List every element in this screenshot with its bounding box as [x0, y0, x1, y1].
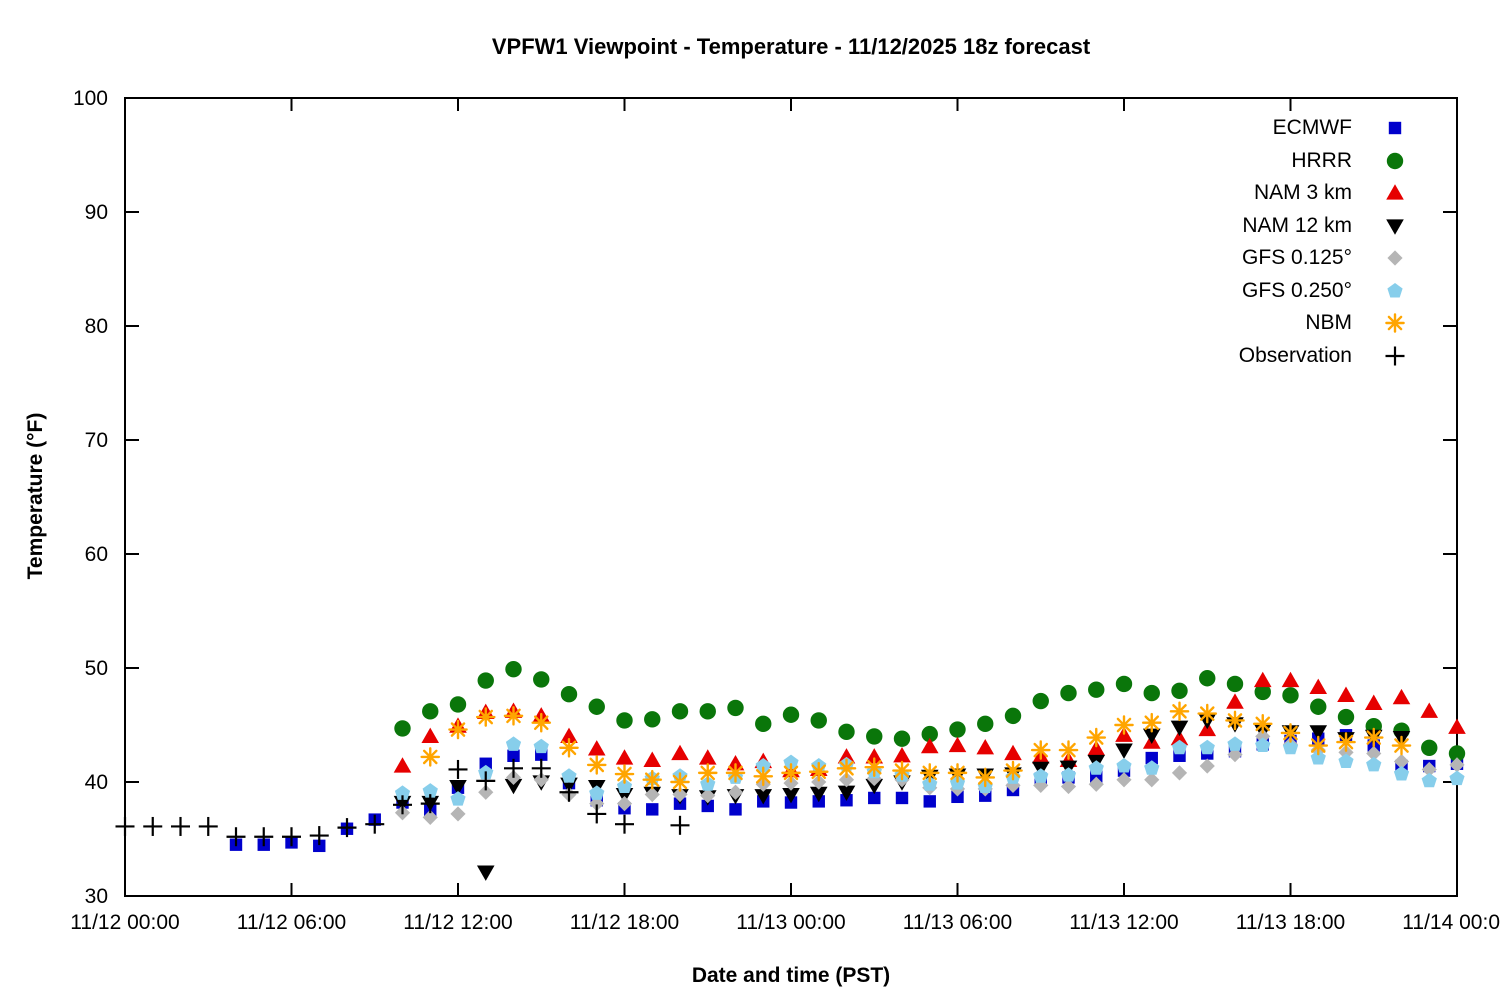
legend-label: NAM 3 km	[1253, 181, 1352, 205]
svg-text:11/13 18:00: 11/13 18:00	[1236, 911, 1345, 934]
svg-text:60: 60	[85, 543, 108, 566]
svg-text:70: 70	[85, 429, 108, 452]
legend-label: ECMWF	[1272, 116, 1352, 140]
legend-item-nam-3-km: NAM 3 km	[1090, 177, 1440, 210]
legend-label: NBM	[1305, 311, 1352, 335]
svg-text:11/12 06:00: 11/12 06:00	[237, 911, 346, 934]
svg-text:11/12 00:00: 11/12 00:00	[70, 911, 179, 934]
y-axis-tick-labels: 30 40 50 60 70 80 90 100	[73, 87, 108, 908]
legend-item-gfs-0-250: GFS 0.250°	[1090, 275, 1440, 308]
legend-label: GFS 0.250°	[1242, 278, 1352, 302]
legend: ECMWF HRRR NAM 3 km NAM 12 km GFS 0.125° GFS …	[1090, 112, 1440, 372]
svg-text:50: 50	[85, 657, 108, 680]
legend-item-nbm: NBM	[1090, 307, 1440, 340]
legend-label: NAM 12 km	[1242, 213, 1352, 237]
legend-label: GFS 0.125°	[1242, 246, 1352, 270]
legend-label: Observation	[1238, 343, 1352, 367]
legend-item-hrrr: HRRR	[1090, 145, 1440, 178]
legend-marker-plus-icon	[1352, 343, 1438, 369]
svg-text:90: 90	[85, 201, 108, 224]
chart-title: VPFW1 Viewpoint - Temperature - 11/12/20…	[491, 34, 1091, 59]
legend-marker-triangle-down-icon	[1352, 213, 1438, 239]
legend-item-gfs-0-125: GFS 0.125°	[1090, 242, 1440, 275]
legend-marker-square-icon	[1352, 115, 1438, 141]
x-axis-ticks	[124, 98, 1458, 896]
series-gfs-0-250	[394, 736, 1465, 806]
legend-marker-circle-icon	[1352, 148, 1438, 174]
legend-item-observation: Observation	[1090, 340, 1440, 373]
x-axis-label: Date and time (PST)	[691, 964, 891, 987]
svg-text:11/13 06:00: 11/13 06:00	[903, 911, 1012, 934]
svg-text:30: 30	[85, 885, 108, 908]
x-axis-tick-labels: 11/12 00:00 11/12 06:00 11/12 12:00 11/12 1…	[70, 911, 1500, 934]
legend-item-ecmwf: ECMWF	[1090, 112, 1440, 145]
svg-text:11/13 00:00: 11/13 00:00	[736, 911, 845, 934]
svg-text:40: 40	[85, 771, 108, 794]
legend-marker-pentagon-icon	[1352, 278, 1438, 304]
svg-text:11/14 00:00: 11/14 00:00	[1402, 911, 1500, 934]
svg-text:11/13 12:00: 11/13 12:00	[1069, 911, 1178, 934]
legend-marker-triangle-up-icon	[1352, 180, 1438, 206]
legend-marker-diamond-icon	[1352, 245, 1438, 271]
svg-text:11/12 12:00: 11/12 12:00	[403, 911, 512, 934]
legend-marker-asterisk-icon	[1352, 310, 1438, 336]
svg-text:100: 100	[73, 87, 108, 110]
legend-item-nam-12-km: NAM 12 km	[1090, 210, 1440, 243]
series-nbm	[420, 701, 1412, 792]
svg-text:80: 80	[85, 315, 108, 338]
series-observation	[115, 758, 690, 847]
series-nam-3-km	[393, 671, 1466, 778]
legend-label: HRRR	[1291, 148, 1352, 172]
svg-text:11/12 18:00: 11/12 18:00	[570, 911, 679, 934]
y-axis-ticks	[125, 97, 1457, 897]
